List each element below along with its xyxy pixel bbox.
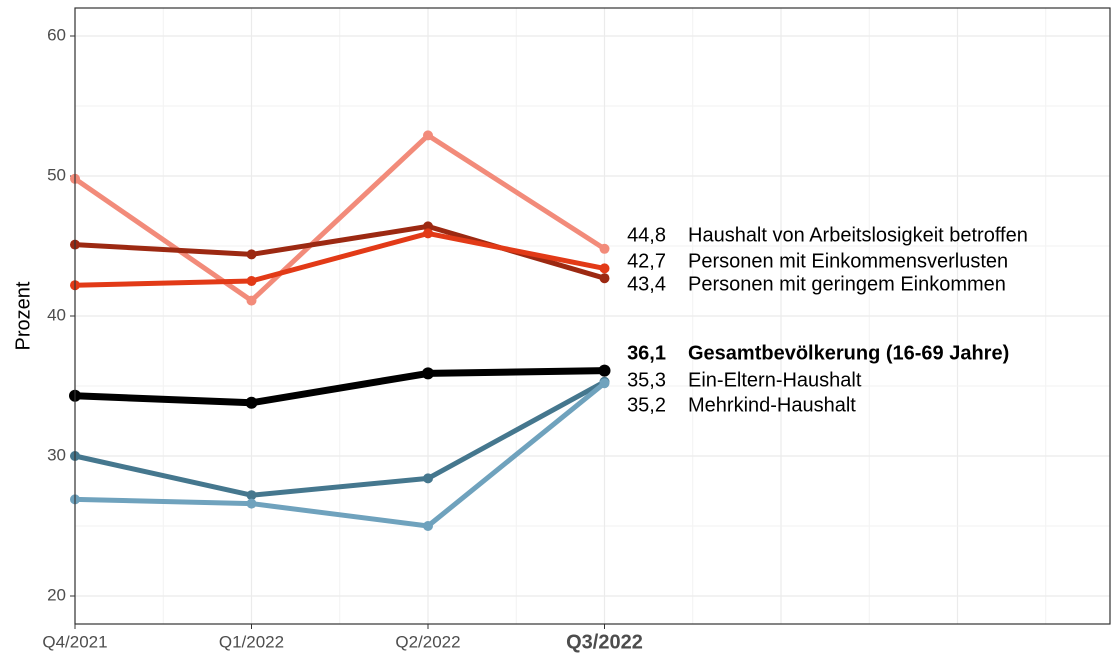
- series-line: [74, 381, 607, 529]
- y-tick-label: 40: [47, 305, 66, 324]
- series-line: [74, 379, 606, 498]
- value-label: 43,4: [627, 273, 666, 295]
- series-label: Gesamtbevölkerung (16-69 Jahre): [688, 342, 1009, 364]
- x-tick-label: Q4/2021: [42, 632, 107, 651]
- panel-border: [74, 7, 1111, 625]
- point: [423, 130, 433, 141]
- series-line: [73, 132, 606, 304]
- point: [423, 473, 433, 484]
- y-tick-label: 60: [47, 25, 66, 44]
- x-tick-label: Q2/2022: [395, 632, 460, 651]
- point: [422, 367, 434, 380]
- point: [245, 396, 258, 409]
- series-label: Ein-Eltern-Haushalt: [688, 369, 862, 391]
- point: [246, 295, 257, 306]
- point: [423, 221, 433, 232]
- value-label: 36,1: [627, 342, 666, 364]
- series-line: [74, 367, 605, 407]
- x-tick-label: Q3/2022: [566, 631, 643, 653]
- point: [423, 521, 433, 531]
- point: [246, 490, 257, 501]
- y-tick-label: 30: [47, 445, 66, 464]
- y-axis-title: Prozent: [12, 281, 34, 350]
- value-label: 35,2: [627, 394, 666, 416]
- point: [599, 263, 610, 274]
- y-tick-label: 20: [47, 585, 66, 604]
- value-label: 44,8: [627, 224, 666, 246]
- point: [599, 243, 610, 254]
- series-label: Personen mit geringem Einkommen: [688, 273, 1006, 295]
- point: [246, 249, 257, 260]
- point: [246, 498, 257, 509]
- y-tick-label: 50: [47, 165, 66, 184]
- point: [423, 228, 433, 239]
- series-label: Mehrkind-Haushalt: [688, 394, 856, 416]
- x-tick-label: Q1/2022: [219, 632, 284, 651]
- point: [599, 273, 610, 284]
- series-line: [74, 230, 605, 288]
- point: [246, 276, 257, 286]
- value-label: 35,3: [627, 369, 666, 391]
- value-label: 42,7: [627, 250, 666, 272]
- series-label: Personen mit Einkommensverlusten: [688, 250, 1008, 272]
- series-label: Haushalt von Arbeitslosigkeit betroffen: [688, 224, 1028, 246]
- point: [598, 364, 611, 377]
- point: [599, 378, 610, 389]
